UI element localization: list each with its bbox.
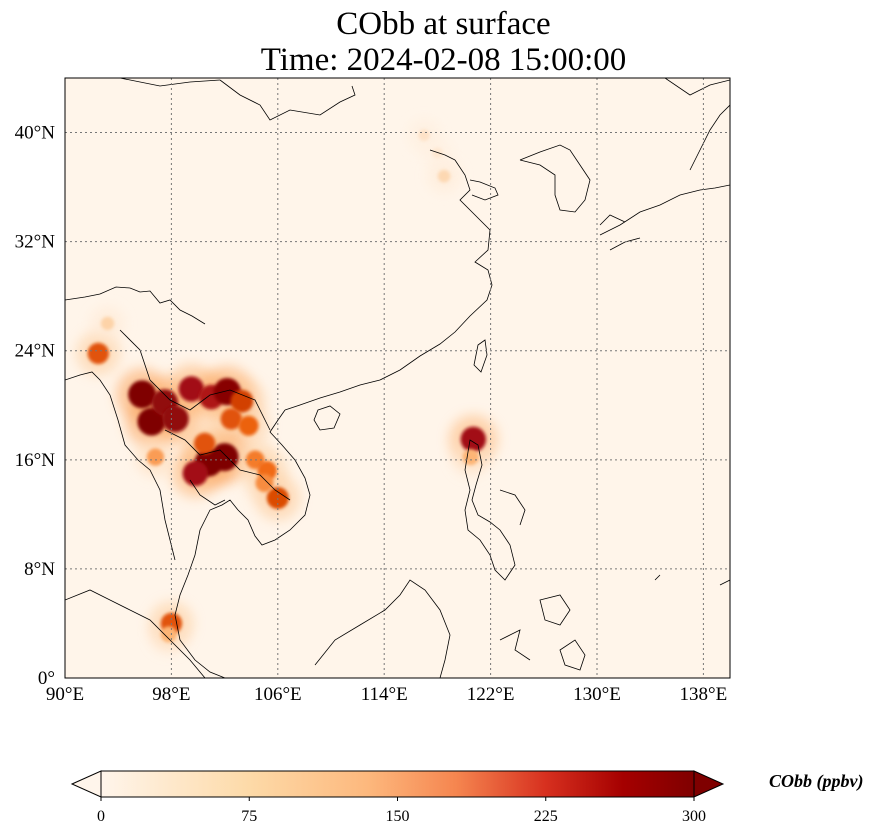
hotspot-core	[87, 342, 109, 365]
colorbar-tick-label: 300	[682, 808, 706, 825]
lat-tick-label: 8°N	[24, 559, 55, 580]
lon-tick-label: 114°E	[361, 684, 408, 705]
lat-tick-label: 24°N	[15, 341, 56, 362]
hotspot-core	[137, 407, 166, 436]
map-frame	[64, 77, 731, 679]
hotspot-core	[437, 169, 451, 183]
lon-tick-label: 106°E	[254, 684, 302, 705]
hotspot-core	[238, 415, 259, 436]
map-subtitle-time: Time: 2024-02-08 15:00:00	[260, 42, 627, 78]
colorbar-ticks: 0 75 150 225 300	[97, 797, 706, 825]
hotspot-core	[162, 405, 189, 433]
colorbar-tick-label: 75	[241, 808, 257, 825]
lon-tick-label: 90°E	[46, 684, 84, 705]
hotspot-core	[100, 316, 115, 331]
lat-tick-label: 32°N	[15, 232, 56, 253]
colorbar-label: CObb (ppbv)	[769, 771, 863, 792]
hotspot-core	[128, 380, 157, 409]
lon-tick-label: 130°E	[573, 684, 621, 705]
hotspot-core	[160, 626, 177, 643]
hotspot-core	[460, 426, 486, 453]
colorbar-tick-label: 225	[534, 808, 558, 825]
hotspot-core	[462, 449, 479, 466]
hotspot-core	[255, 474, 274, 492]
hotspot-core	[210, 443, 239, 472]
lon-tick-label: 98°E	[152, 684, 190, 705]
hotspot-core	[230, 389, 254, 413]
gridlines	[65, 78, 730, 678]
lat-tick-label: 40°N	[15, 123, 56, 144]
map-title: CObb at surface	[336, 6, 551, 42]
colorbar-extend-max	[693, 770, 725, 798]
hotspot-core	[178, 376, 205, 402]
lat-tick-label: 0°	[38, 668, 55, 689]
cobb-concentration-field	[76, 119, 498, 654]
colorbar: 0 75 150 225 300 CObb (ppbv)	[70, 770, 863, 825]
colorbar-tick-label: 150	[386, 808, 410, 825]
hotspot-core	[146, 448, 165, 466]
hotspot-core	[432, 147, 443, 159]
axis-tick-labels: 90°E 98°E 106°E 114°E 122°E 130°E 138°E 0° 8°N 16…	[15, 123, 728, 705]
colorbar-tick-label: 0	[97, 808, 105, 825]
lat-tick-label: 16°N	[15, 450, 56, 471]
hotspot-core	[182, 460, 209, 487]
coastlines	[65, 78, 730, 678]
hotspot-core	[193, 432, 216, 455]
lon-tick-label: 122°E	[467, 684, 515, 705]
hotspot-core	[220, 408, 242, 430]
colorbar-gradient	[100, 770, 695, 798]
colorbar-extend-min	[70, 770, 102, 798]
hotspot-core	[418, 129, 430, 141]
lon-tick-label: 138°E	[680, 684, 728, 705]
